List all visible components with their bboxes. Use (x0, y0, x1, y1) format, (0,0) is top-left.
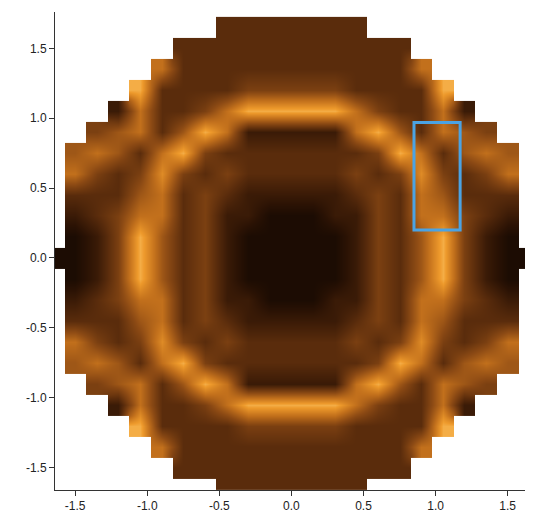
svg-text:1.0: 1.0 (427, 499, 444, 513)
svg-text:1.0: 1.0 (30, 111, 47, 125)
svg-text:-1.5: -1.5 (26, 461, 47, 475)
svg-text:1.5: 1.5 (499, 499, 516, 513)
svg-text:-0.5: -0.5 (26, 321, 47, 335)
svg-text:-1.0: -1.0 (26, 391, 47, 405)
svg-text:0.5: 0.5 (30, 181, 47, 195)
svg-text:0.0: 0.0 (30, 251, 47, 265)
svg-text:0.0: 0.0 (283, 499, 300, 513)
svg-text:0.5: 0.5 (355, 499, 372, 513)
svg-text:-1.0: -1.0 (137, 499, 158, 513)
svg-text:1.5: 1.5 (30, 42, 47, 56)
svg-text:-0.5: -0.5 (209, 499, 230, 513)
svg-text:-1.5: -1.5 (65, 499, 86, 513)
